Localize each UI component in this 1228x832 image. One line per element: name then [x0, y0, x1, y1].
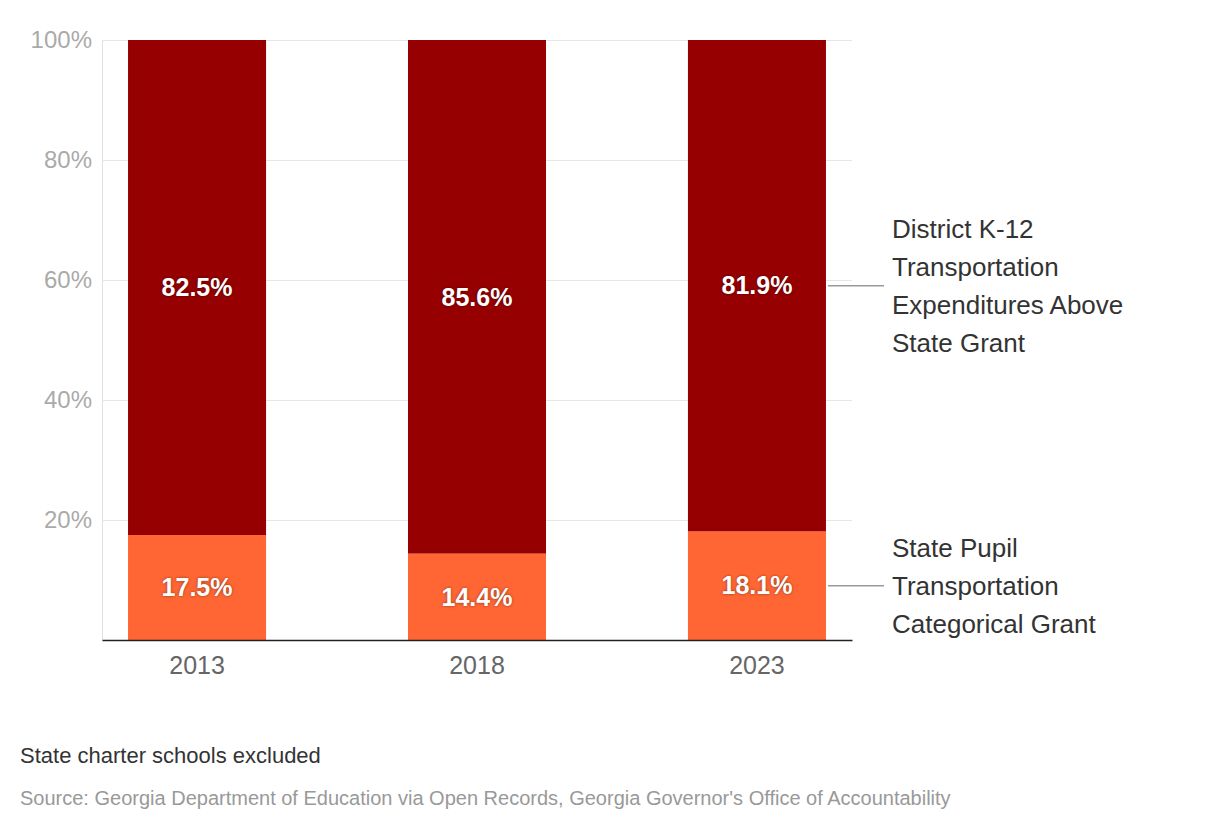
legend-connector [828, 585, 884, 587]
legend-label-line: State Pupil [892, 533, 1018, 563]
bars [128, 40, 826, 640]
y-tick-label: 40% [44, 386, 92, 413]
legend-label-line: Categorical Grant [892, 609, 1097, 639]
y-tick-label: 60% [44, 266, 92, 293]
bar-segment [128, 535, 266, 640]
legend-label-line: State Grant [892, 328, 1026, 358]
legend-label-line: Transportation [892, 252, 1059, 282]
source: Source: Georgia Department of Education … [20, 787, 951, 809]
data-label: 14.4% [442, 583, 513, 611]
bar-segment [688, 40, 826, 531]
legend-label: State Pupil Transportation Categorical Gra… [892, 533, 1097, 639]
bar-segment [408, 40, 546, 554]
data-label: 82.5% [162, 273, 233, 301]
data-label: 17.5% [162, 573, 233, 601]
x-tick-label: 2023 [729, 651, 785, 679]
x-tick: 2018 [449, 640, 505, 679]
x-tick: 2013 [169, 640, 225, 679]
x-tick-label: 2013 [169, 651, 225, 679]
legend-label-line: District K-12 [892, 214, 1034, 244]
legend-label-line: Transportation [892, 571, 1059, 601]
legend: State Pupil Transportation Categorical Gra… [828, 214, 1123, 639]
data-label: 85.6% [442, 283, 513, 311]
x-tick: 2023 [729, 640, 785, 679]
y-tick-label: 100% [31, 26, 92, 53]
y-tick-label: 80% [44, 146, 92, 173]
chart: 20% 40% 60% 80% 100% 17.5% 14.4% 18.1% 82.5% 85.6… [0, 0, 1228, 832]
y-axis-line [103, 41, 853, 641]
x-axis-line [103, 640, 853, 642]
legend-label-line: Expenditures Above [892, 290, 1123, 320]
note: State charter schools excluded [20, 743, 321, 768]
bar-segment [128, 40, 266, 535]
bar-segment [688, 531, 826, 640]
y-tick-label: 20% [44, 506, 92, 533]
data-label: 18.1% [722, 571, 793, 599]
bar-segment [408, 554, 546, 640]
legend-label: District K-12 Transportation Expenditures … [892, 214, 1123, 358]
x-tick-label: 2018 [449, 651, 505, 679]
data-labels: 17.5% 14.4% 18.1% 82.5% 85.6% 81.9% [162, 271, 793, 610]
data-label: 81.9% [722, 271, 793, 299]
x-axis: 2013 2018 2023 [103, 640, 853, 679]
y-axis: 20% 40% 60% 80% 100% [31, 26, 852, 640]
legend-connector [828, 285, 884, 287]
